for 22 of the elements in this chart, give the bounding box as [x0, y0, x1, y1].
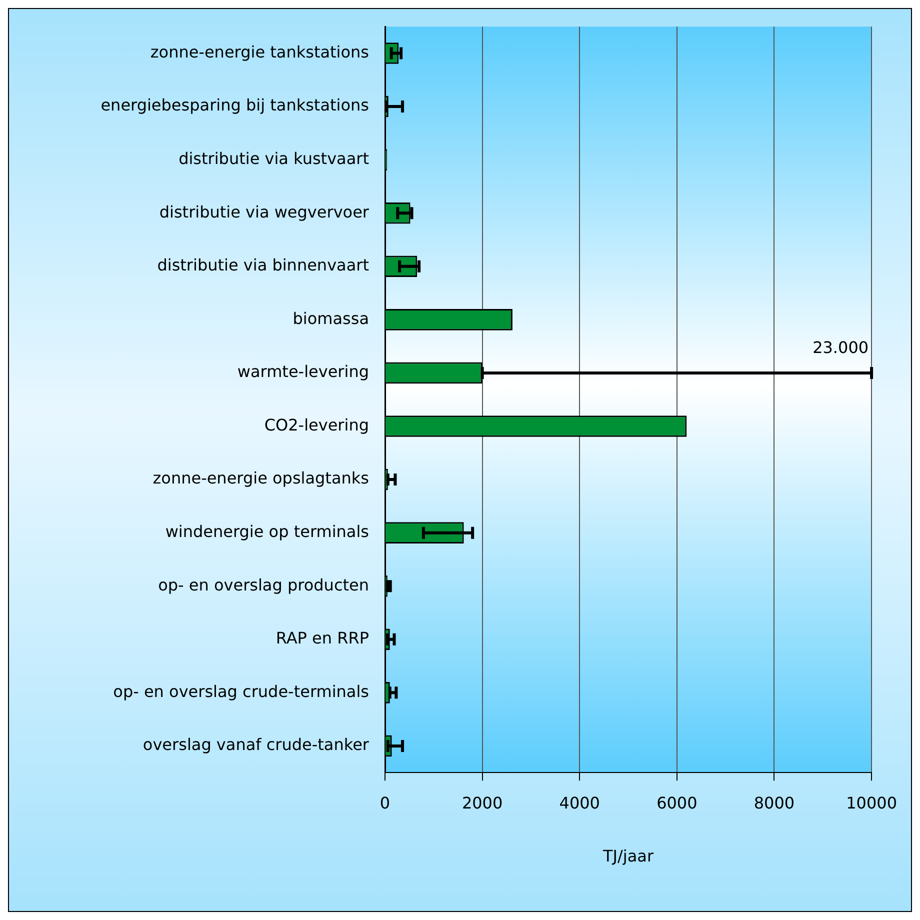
y-tick-label: distributie via kustvaart [178, 148, 369, 168]
y-tick-label: zonne-energie opslagtanks [152, 468, 369, 488]
x-tick-label: 8000 [754, 793, 795, 812]
y-tick-label: biomassa [292, 308, 369, 328]
x-axis-title: TJ/jaar [602, 846, 654, 866]
x-tick-label: 4000 [559, 793, 600, 812]
y-tick-label: distributie via wegvervoer [159, 202, 370, 222]
y-tick-label: overslag vanaf crude-tanker [142, 735, 370, 754]
y-tick-label: RAP en RRP [276, 628, 370, 648]
x-tick-label: 10000 [846, 793, 898, 812]
x-tick-label: 0 [380, 793, 390, 812]
y-tick-label: warmte-levering [237, 362, 369, 382]
y-tick-label: op- en overslag crude-terminals [113, 682, 369, 701]
x-tick-label: 6000 [656, 793, 698, 812]
y-tick-label: energiebesparing bij tankstations [100, 96, 369, 115]
annotation: 23.000 [812, 338, 869, 358]
y-tick-label: zonne-energie tankstations [150, 42, 369, 62]
y-tick-label: windenergie op terminals [165, 522, 369, 541]
y-tick-label: CO2-levering [264, 415, 369, 434]
x-tick-label: 2000 [462, 793, 503, 812]
y-tick-label: distributie via binnenvaart [157, 256, 369, 275]
y-tick-label: op- en overslag producten [158, 575, 369, 594]
